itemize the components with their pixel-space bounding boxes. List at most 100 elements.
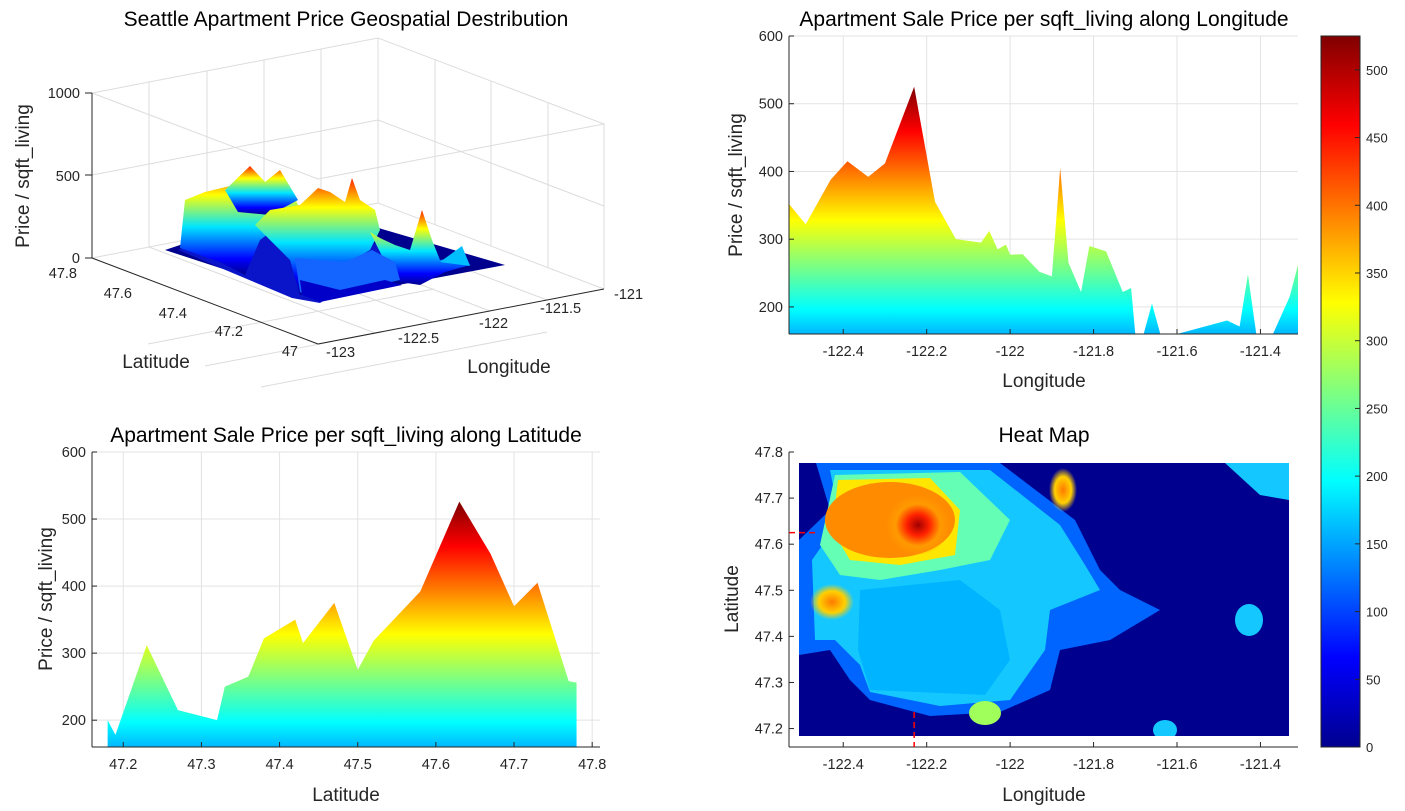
surface-mesh [165, 166, 505, 303]
heat-ne-spot [1049, 468, 1077, 512]
surface-central [255, 178, 380, 295]
y-tick-label: 47.5 [755, 583, 783, 599]
longitude-chart-xlabel: Longitude [1002, 371, 1085, 392]
z-tick-label: 1000 [48, 86, 80, 102]
ticks: 47.2 47.3 47.4 47.5 47.6 47.7 47.8 200 300 400 500… [62, 445, 607, 773]
colorbar: 0 50 100 150 200 250 300 350 400 450 500 [1320, 35, 1388, 755]
x-tick-label: -121.5 [540, 301, 581, 317]
latitude-chart-title: Apartment Sale Price per sqft_living alo… [110, 424, 582, 447]
x-tick-label: -121.6 [1156, 344, 1197, 360]
x-tick-label: -122.4 [823, 344, 864, 360]
x-tick-label: -121.6 [1156, 757, 1197, 773]
y-tick-label: 47.8 [755, 445, 783, 461]
y-tick-label: 47.4 [755, 629, 783, 645]
ticks: -122.4 -122.2 -122 -121.8 -121.6 -121.4 200 300… [759, 29, 1281, 360]
y-tick-label: 47.8 [49, 266, 77, 282]
heat-south-spot [1153, 720, 1177, 736]
colorbar-tick-label: 350 [1366, 266, 1388, 281]
y-tick-label: 200 [62, 713, 86, 729]
heatmap-xlabel: Longitude [1002, 785, 1085, 806]
x-tick-label: 47.4 [265, 757, 293, 773]
x-tick-label: -122.4 [823, 757, 864, 773]
axes [788, 452, 1298, 748]
colorbar-tick-label: 300 [1366, 334, 1388, 349]
y-tick-label: 500 [62, 512, 86, 528]
heatmap-cells [799, 463, 1289, 736]
latitude-chart-ylabel: Price / sqft_living [36, 527, 57, 671]
surface-zlabel: Price / sqft_living [13, 104, 34, 248]
x-tick-label: 47.5 [344, 757, 372, 773]
x-tick-label: 47.6 [422, 757, 450, 773]
heat-east-spot [1235, 604, 1263, 636]
y-tick-label: 400 [759, 164, 783, 180]
area-series [107, 501, 577, 747]
heat-sw-spot [969, 701, 1001, 725]
surface-3d-chart: 0 500 1000 47 47.2 47.4 47.6 47.8 -123 -… [13, 8, 643, 388]
area-series [789, 86, 1298, 334]
y-tick-label: 500 [759, 97, 783, 113]
surface-title: Seattle Apartment Price Geospatial Destr… [124, 8, 569, 31]
y-tick-label: 300 [62, 646, 86, 662]
longitude-area-chart: -122.4 -122.2 -122 -121.8 -121.6 -121.4 200 300… [726, 8, 1298, 392]
surface-xlabel: Longitude [467, 357, 550, 378]
y-tick-label: 47.6 [755, 537, 783, 553]
z-tick-label: 500 [56, 169, 80, 185]
y-tick-label: 47.3 [755, 675, 783, 691]
y-tick-label: 400 [62, 579, 86, 595]
surface-ylabel: Latitude [122, 352, 190, 373]
heat-region-lightblue [858, 580, 1010, 695]
x-tick-label: -122.2 [906, 344, 947, 360]
surface-peak [225, 166, 298, 215]
y-tick-label: 600 [759, 29, 783, 45]
colorbar-tick-label: 0 [1366, 740, 1373, 755]
heatmap-ylabel: Latitude [722, 565, 743, 633]
colorbar-tick-label: 100 [1366, 605, 1388, 620]
latitude-chart-xlabel: Latitude [312, 785, 380, 806]
x-tick-label: -121.8 [1073, 344, 1114, 360]
x-tick-label: -122 [996, 757, 1025, 773]
y-tick-label: 47 [282, 344, 298, 360]
y-tick-label: 300 [759, 232, 783, 248]
axes [91, 452, 600, 748]
heat-west-spot [810, 584, 854, 620]
y-tick-label: 47.2 [755, 722, 783, 738]
surface-front-shade [300, 280, 402, 302]
x-tick-label: 47.7 [500, 757, 528, 773]
x-tick-label: -123 [326, 345, 355, 361]
heatmap-title: Heat Map [998, 424, 1089, 447]
y-tick-label: 200 [759, 300, 783, 316]
y-tick-label: 47.4 [159, 306, 187, 322]
y-tick-label: 47.2 [215, 324, 243, 340]
x-tick-label: -122.5 [398, 331, 439, 347]
x-tick-label: 47.2 [109, 757, 137, 773]
x-ticks-longitude: -123 -122.5 -122 -121.5 -121 [326, 287, 643, 361]
latitude-area-chart: 47.2 47.3 47.4 47.5 47.6 47.7 47.8 200 300 400 500… [36, 424, 606, 806]
colorbar-tick-label: 500 [1366, 63, 1388, 78]
x-tick-label: 47.8 [578, 757, 606, 773]
x-tick-label: 47.3 [187, 757, 215, 773]
colorbar-tick-label: 400 [1366, 198, 1388, 213]
colorbar-tick-label: 250 [1366, 401, 1388, 416]
y-tick-label: 47.6 [104, 286, 132, 302]
axes [788, 36, 1298, 335]
colorbar-tick-label: 200 [1366, 469, 1388, 484]
z-ticks: 0 500 1000 [48, 86, 92, 267]
longitude-chart-title: Apartment Sale Price per sqft_living alo… [799, 8, 1288, 31]
x-tick-label: -121 [614, 287, 643, 303]
surface-east-spike [440, 246, 470, 266]
x-tick-label: -122.2 [906, 757, 947, 773]
heat-east-corner [1225, 463, 1289, 500]
colorbar-ticks: 0 50 100 150 200 250 300 350 400 450 500 [1355, 63, 1388, 755]
y-tick-label: 47.7 [755, 491, 783, 507]
x-tick-label: -121.4 [1240, 344, 1281, 360]
heat-hotspot [886, 495, 950, 555]
colorbar-tick-label: 150 [1366, 537, 1388, 552]
x-tick-label: -121.8 [1073, 757, 1114, 773]
x-tick-label: -122 [479, 316, 508, 332]
peak-markers [789, 531, 915, 747]
colorbar-gradient [1320, 35, 1361, 748]
ticks: -122.4 -122.2 -122 -121.8 -121.6 -121.4 47.2 47… [755, 445, 1281, 773]
y-ticks-latitude: 47 47.2 47.4 47.6 47.8 [49, 266, 298, 360]
y-tick-label: 600 [62, 445, 86, 461]
